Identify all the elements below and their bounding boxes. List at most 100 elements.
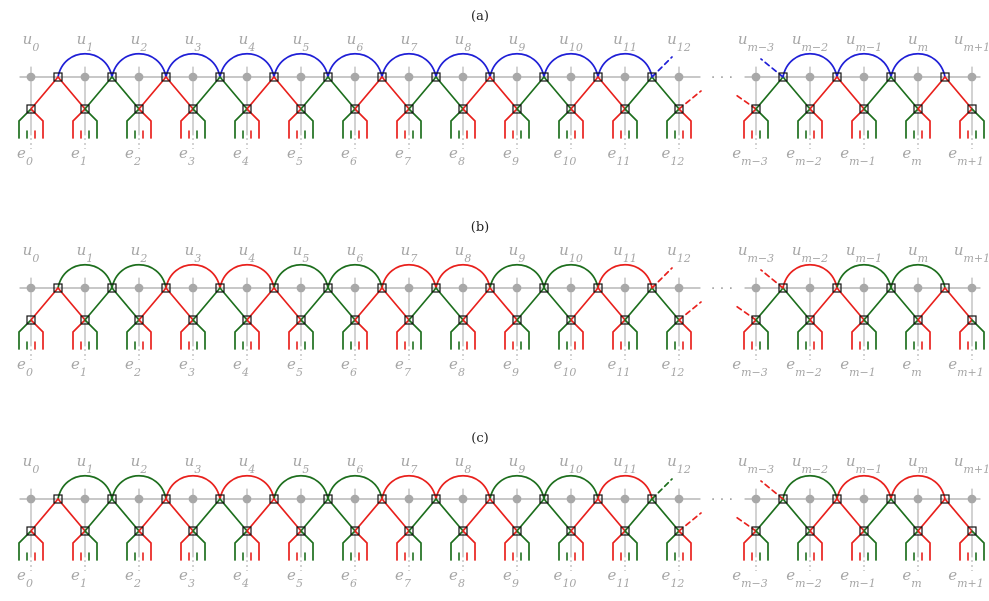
- graph-node: [243, 284, 252, 293]
- e-label: em: [902, 355, 921, 379]
- u-label: u5: [293, 452, 310, 476]
- zigzag-edge: [409, 499, 436, 531]
- zigzag-edge: [598, 77, 625, 109]
- zigzag-edge: [328, 288, 355, 320]
- graph-node: [189, 284, 198, 293]
- graph-node: [621, 284, 630, 293]
- e-label: em−1: [840, 566, 876, 590]
- graph-node: [297, 284, 306, 293]
- zigzag-edge: [139, 288, 166, 320]
- panel-label: (a): [471, 9, 489, 24]
- graph-node: [860, 284, 869, 293]
- zigzag-edge: [810, 77, 837, 109]
- zigzag-edge: [652, 77, 679, 109]
- zigzag-edge: [274, 288, 301, 320]
- zigzag-edge: [837, 288, 864, 320]
- e-label: e10: [554, 566, 577, 590]
- zigzag-edge: [328, 77, 355, 109]
- zigzag-edge: [301, 499, 328, 531]
- panel-a: (a)· · ·u0e0u1e1u2e2u3e3u4e4u5e5u6e6u7e7…: [17, 9, 989, 168]
- u-label: um−1: [846, 241, 882, 265]
- graph-node: [405, 284, 414, 293]
- e-label: em−2: [786, 566, 822, 590]
- dashed-stub: [761, 270, 783, 288]
- dashed-stub: [652, 57, 672, 77]
- u-label: u3: [185, 241, 202, 265]
- panel-label: (c): [471, 431, 488, 446]
- zigzag-edge: [436, 288, 463, 320]
- zigzag-edge: [625, 288, 652, 320]
- zigzag-edge: [517, 77, 544, 109]
- graph-node: [860, 495, 869, 504]
- e-label: e6: [341, 566, 357, 590]
- e-label: e5: [287, 566, 303, 590]
- graph-node: [567, 73, 576, 82]
- u-label: u1: [77, 452, 94, 476]
- graph-node: [351, 495, 360, 504]
- zigzag-edge: [355, 499, 382, 531]
- dashed-stub: [761, 59, 783, 77]
- zigzag-edge: [490, 77, 517, 109]
- u-label: u3: [185, 30, 202, 54]
- zigzag-edge: [891, 77, 918, 109]
- e-label: e2: [125, 566, 141, 590]
- e-label: e3: [179, 355, 195, 379]
- graph-node: [752, 284, 761, 293]
- zigzag-edge: [837, 499, 864, 531]
- graph-node: [243, 495, 252, 504]
- graph-node: [513, 495, 522, 504]
- zigzag-edge: [810, 288, 837, 320]
- u-label: um−3: [738, 241, 774, 265]
- ellipsis: · · ·: [711, 70, 733, 86]
- graph-node: [806, 284, 815, 293]
- u-label: u4: [239, 241, 256, 265]
- zigzag-edge: [31, 499, 58, 531]
- e-label: e1: [71, 355, 87, 379]
- zigzag-edge: [810, 499, 837, 531]
- zigzag-edge: [193, 499, 220, 531]
- e-label: e12: [662, 566, 685, 590]
- zigzag-edge: [625, 499, 652, 531]
- zigzag-edge: [274, 77, 301, 109]
- u-label: u6: [347, 30, 364, 54]
- e-label: e7: [395, 566, 411, 590]
- zigzag-edge: [891, 499, 918, 531]
- graph-node: [914, 73, 923, 82]
- zigzag-edge: [85, 77, 112, 109]
- zigzag-edge: [220, 288, 247, 320]
- zigzag-edge: [864, 499, 891, 531]
- u-label: u4: [239, 452, 256, 476]
- zigzag-edge: [945, 288, 972, 320]
- u-label: u11: [613, 241, 637, 265]
- zigzag-edge: [945, 499, 972, 531]
- zigzag-edge: [436, 77, 463, 109]
- zigzag-edge: [58, 77, 85, 109]
- zigzag-edge: [918, 77, 945, 109]
- e-label: e8: [449, 144, 465, 168]
- u-label: u10: [559, 241, 583, 265]
- u-label: u9: [509, 30, 526, 54]
- graph-node: [27, 495, 36, 504]
- u-label: u7: [401, 452, 418, 476]
- zigzag-edge: [571, 499, 598, 531]
- zigzag-edge: [139, 77, 166, 109]
- zigzag-edge: [220, 77, 247, 109]
- e-label: e10: [554, 355, 577, 379]
- u-label: u12: [667, 241, 691, 265]
- u-label: u4: [239, 30, 256, 54]
- u-label: u0: [23, 241, 40, 265]
- graph-node: [621, 495, 630, 504]
- u-label: u6: [347, 241, 364, 265]
- zigzag-edge: [544, 77, 571, 109]
- e-label: e4: [233, 144, 249, 168]
- graph-node: [513, 284, 522, 293]
- u-label: u2: [131, 452, 148, 476]
- u-label: um+1: [954, 30, 989, 54]
- u-label: um: [908, 30, 928, 54]
- e-label: e4: [233, 566, 249, 590]
- graph-node: [914, 284, 923, 293]
- zigzag-edge: [166, 499, 193, 531]
- panel-b: (b)· · ·u0e0u1e1u2e2u3e3u4e4u5e5u6e6u7e7…: [17, 220, 989, 379]
- u-label: um+1: [954, 241, 989, 265]
- u-label: u7: [401, 241, 418, 265]
